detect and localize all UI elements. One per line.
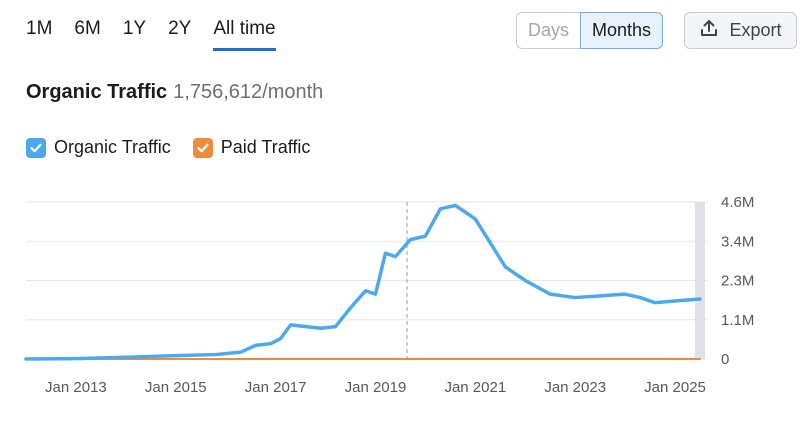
y-tick-label: 4.6M: [721, 194, 754, 211]
export-button[interactable]: Export: [684, 12, 797, 49]
legend-organic-traffic[interactable]: Organic Traffic: [26, 137, 171, 158]
y-tick-label: 3.4M: [721, 233, 754, 250]
summary-title: Organic Traffic 1,756,612/month: [26, 81, 323, 104]
metric-value: 1,756,612/month: [173, 81, 324, 103]
checkbox-checked-icon[interactable]: [26, 137, 46, 158]
days-button[interactable]: Days: [516, 12, 581, 49]
x-tick-label: Jan 2015: [145, 379, 207, 396]
legend-paid-traffic[interactable]: Paid Traffic: [192, 137, 311, 158]
x-tick-label: Jan 2021: [444, 379, 506, 396]
legend-label: Organic Traffic: [54, 137, 171, 157]
organic-traffic-line: [24, 203, 702, 361]
x-tick-label: Jan 2025: [644, 379, 706, 396]
chart-right-edge-bar: [695, 202, 705, 359]
x-tick-label: Jan 2019: [345, 379, 407, 396]
legend-label: Paid Traffic: [220, 137, 311, 157]
metric-name: Organic Traffic: [26, 81, 168, 103]
upload-icon: [699, 18, 719, 43]
traffic-chart[interactable]: 4.6M 3.4M 2.3M 1.1M 0 Jan 2013 Jan 2015 Jan 20…: [0, 185, 802, 410]
x-tick-label: Jan 2017: [245, 379, 307, 396]
range-tabs: 1M 6M 1Y 2Y All time: [26, 18, 298, 51]
tab-1y[interactable]: 1Y: [122, 18, 147, 39]
x-tick-label: Jan 2023: [544, 379, 606, 396]
tab-6m[interactable]: 6M: [74, 18, 101, 39]
y-tick-label: 2.3M: [721, 273, 754, 290]
legend: Organic Traffic Paid Traffic: [26, 137, 310, 158]
tab-all-time[interactable]: All time: [213, 18, 276, 51]
export-label: Export: [729, 20, 782, 40]
months-button[interactable]: Months: [580, 12, 664, 49]
y-tick-label: 0: [721, 351, 729, 368]
tab-1m[interactable]: 1M: [26, 18, 53, 39]
granularity-toggle: Days Months: [516, 12, 664, 49]
checkbox-checked-icon[interactable]: [192, 137, 213, 158]
tab-2y[interactable]: 2Y: [168, 18, 192, 39]
y-tick-label: 1.1M: [721, 312, 754, 329]
x-tick-label: Jan 2013: [45, 379, 107, 396]
